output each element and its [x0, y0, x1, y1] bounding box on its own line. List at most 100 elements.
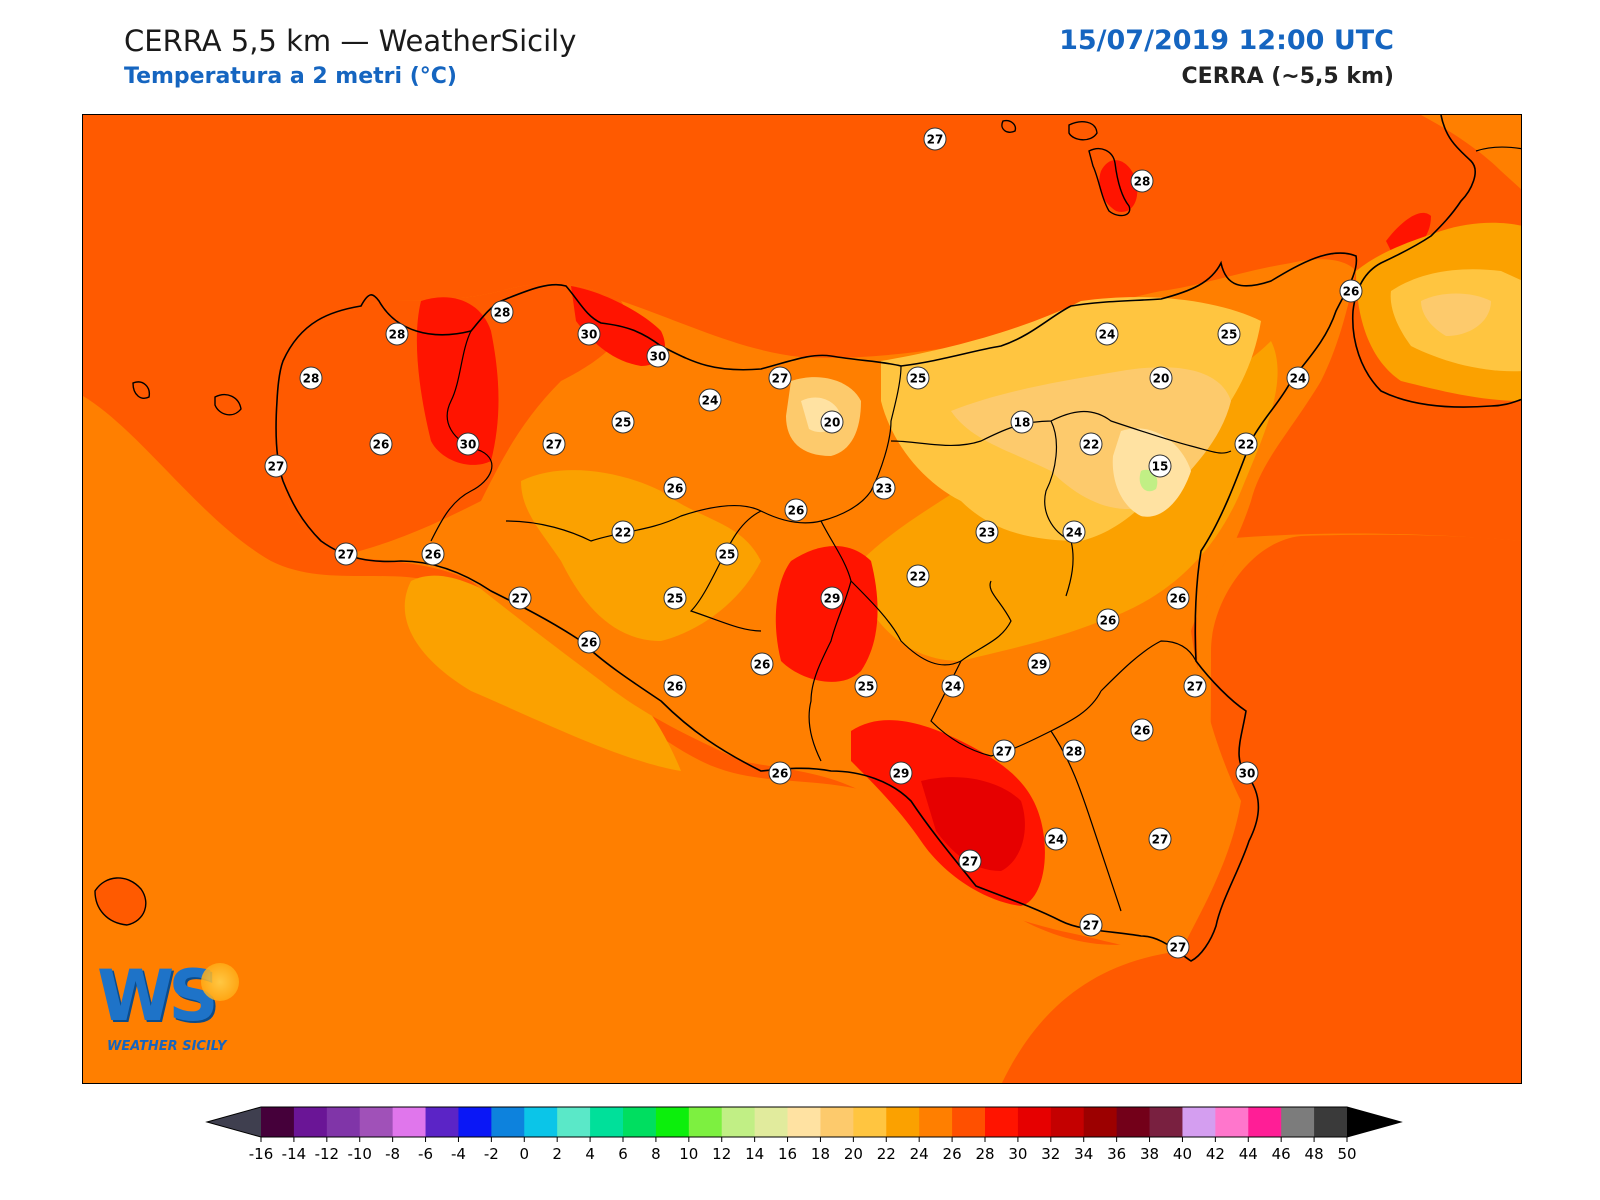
station-marker-circle	[992, 739, 1016, 763]
station-marker: 25	[906, 366, 930, 390]
station-value: 27	[512, 592, 529, 606]
colorbar-swatch	[820, 1107, 854, 1137]
station-marker: 24	[698, 388, 722, 412]
station-marker-circle	[715, 542, 739, 566]
station-marker: 25	[663, 586, 687, 610]
station-marker: 29	[820, 586, 844, 610]
boundary-enna-catania-n	[1044, 420, 1074, 597]
station-value: 27	[772, 372, 789, 386]
colorbar-tick-label: 12	[712, 1145, 731, 1163]
station-marker: 23	[975, 520, 999, 544]
station-marker: 27	[768, 366, 792, 390]
station-marker: 26	[784, 498, 808, 522]
colorbar-tick-label: 14	[745, 1145, 764, 1163]
boundary-catania-ragusa	[930, 660, 1102, 757]
station-marker: 20	[1149, 366, 1173, 390]
levanzo-island	[132, 381, 150, 399]
station-value: 26	[1170, 592, 1187, 606]
station-value: 22	[1238, 438, 1255, 452]
station-marker-circle	[889, 761, 913, 785]
colorbar-swatch	[754, 1107, 789, 1137]
calabria-north	[1421, 115, 1521, 190]
colorbar-tick-label: 28	[975, 1145, 994, 1163]
colorbar-swatch	[590, 1107, 624, 1137]
station-value: 28	[303, 372, 320, 386]
station-value: 24	[1066, 526, 1083, 540]
colorbar-under-arrow	[207, 1107, 261, 1137]
station-marker: 26	[1166, 586, 1190, 610]
station-marker-circle	[1183, 674, 1207, 698]
station-marker: 29	[889, 761, 913, 785]
station-markers: 27 28 28 28 30 30 28 27 25 26 24 25 24 25 20 20 24 27 26 30…	[264, 127, 1363, 959]
station-value: 26	[788, 504, 805, 518]
valid-datetime: 15/07/2019 12:00 UTC	[1059, 25, 1394, 56]
colorbar-tick-label: -16	[249, 1145, 274, 1163]
station-value: 28	[1134, 175, 1151, 189]
colorbar-swatch	[1281, 1107, 1315, 1137]
colorbar-tick-label: 24	[910, 1145, 929, 1163]
station-marker: 26	[663, 674, 687, 698]
station-value: 26	[1343, 285, 1360, 299]
colorbar-swatch	[557, 1107, 591, 1137]
salina-island	[1068, 121, 1098, 141]
colorbar-swatch	[919, 1107, 953, 1137]
colorbar-tick-label: 16	[778, 1145, 797, 1163]
colorbar-swatch	[293, 1107, 328, 1137]
station-value: 30	[1239, 767, 1256, 781]
station-marker-circle	[542, 432, 566, 456]
station-marker-circle	[1096, 608, 1120, 632]
station-value: 26	[772, 767, 789, 781]
colorbar-tick-label: 8	[651, 1145, 661, 1163]
boundary-messina-catania	[890, 410, 1232, 454]
station-value: 30	[650, 350, 667, 364]
colorbar-tick-label: 0	[519, 1145, 529, 1163]
colorbar-over-arrow	[1347, 1107, 1401, 1137]
station-marker: 22	[906, 564, 930, 588]
station-marker: 30	[646, 344, 670, 368]
colorbar-tick-label: -10	[347, 1145, 372, 1163]
colorbar-swatch	[1149, 1107, 1183, 1137]
boundary-palermo-messina	[760, 365, 902, 524]
etna-peak	[1139, 469, 1158, 492]
station-value: 29	[893, 767, 910, 781]
ionian-band-26-28	[1002, 534, 1521, 1083]
colorbar-tick-label: 38	[1140, 1145, 1159, 1163]
station-value: 27	[268, 460, 285, 474]
colorbar-swatch	[1248, 1107, 1282, 1137]
station-marker-circle	[508, 586, 532, 610]
station-marker-circle	[1062, 520, 1086, 544]
colorbar-tick-label: -6	[418, 1145, 433, 1163]
station-marker: 22	[1079, 432, 1103, 456]
station-value: 27	[962, 855, 979, 869]
colorbar-swatch	[261, 1107, 295, 1137]
station-marker: 20	[820, 410, 844, 434]
colorbar-swatch	[392, 1107, 427, 1137]
colorbar-tick-label: 26	[943, 1145, 962, 1163]
station-value: 26	[1100, 614, 1117, 628]
station-marker-circle	[646, 344, 670, 368]
station-marker: 28	[1062, 739, 1086, 763]
colorbar-swatch	[952, 1107, 986, 1137]
aspromonte-peak	[1421, 293, 1491, 336]
station-marker-circle	[1095, 322, 1119, 346]
station-value: 29	[1031, 658, 1048, 672]
station-marker: 27	[992, 739, 1016, 763]
pantelleria-island	[94, 877, 147, 926]
station-marker: 26	[1339, 279, 1363, 303]
station-value: 24	[1290, 372, 1307, 386]
station-marker-circle	[1339, 279, 1363, 303]
colorbar-tick-label: 40	[1173, 1145, 1192, 1163]
station-marker: 18	[1010, 410, 1034, 434]
station-value: 25	[667, 592, 684, 606]
station-value: 25	[615, 416, 632, 430]
station-marker: 27	[958, 849, 982, 873]
station-marker: 26	[1130, 718, 1154, 742]
station-value: 22	[910, 570, 927, 584]
map-canvas: 27 28 28 28 30 30 28 27 25 26 24 25 24 25 20 20 24 27 26 30…	[83, 115, 1521, 1083]
colorbar-swatch	[1017, 1107, 1052, 1137]
station-marker-circle	[975, 520, 999, 544]
station-marker-circle	[1062, 739, 1086, 763]
station-marker: 26	[369, 432, 393, 456]
station-value: 28	[1066, 745, 1083, 759]
station-marker: 30	[577, 322, 601, 346]
